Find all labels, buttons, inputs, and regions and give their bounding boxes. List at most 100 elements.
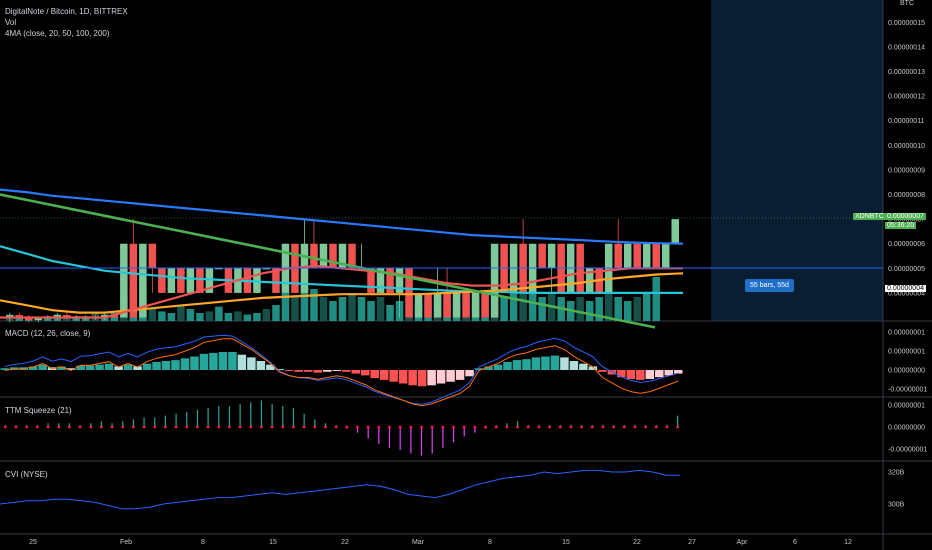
squeeze-dot	[131, 425, 135, 429]
candle-body	[671, 219, 679, 244]
macd-histogram-bar	[398, 370, 408, 384]
squeeze-tick: 0.00000001	[888, 403, 925, 410]
squeeze-legend[interactable]: TTM Squeeze (21)	[5, 406, 72, 415]
volume-bar	[148, 309, 157, 321]
cvi-legend[interactable]: CVI (NYSE)	[5, 470, 48, 479]
squeeze-dot	[292, 425, 295, 429]
squeeze-tick: -0.00000001	[888, 447, 927, 454]
cvi-line	[0, 469, 680, 510]
ma-line-ma200	[0, 188, 684, 245]
macd-histogram-bar	[655, 370, 664, 378]
macd-legend[interactable]: MACD (12, 26, close, 9)	[5, 329, 91, 338]
volume-bar	[205, 311, 214, 321]
macd-histogram-bar	[76, 365, 85, 370]
price-tick: 0.00000012	[888, 94, 925, 101]
volume-bar	[262, 309, 271, 321]
squeeze-dot	[25, 425, 29, 429]
squeeze-dot	[398, 425, 402, 429]
candle-body	[642, 243, 651, 269]
candle-body	[120, 243, 128, 318]
macd-histogram-bar	[598, 370, 607, 372]
squeeze-dot	[270, 425, 274, 429]
volume-bar	[367, 301, 375, 321]
candle-body	[433, 292, 442, 318]
macd-histogram-bar	[417, 370, 427, 387]
volume-bar	[177, 305, 185, 321]
currency-label: BTC	[900, 0, 914, 7]
squeeze-dot	[409, 425, 413, 429]
squeeze-dot	[99, 425, 103, 429]
macd-histogram-bar	[360, 370, 370, 376]
squeeze-dot	[302, 425, 306, 429]
volume-bar	[186, 309, 195, 321]
macd-histogram-bar	[474, 368, 484, 370]
candle-body	[6, 315, 14, 318]
macd-histogram-bar	[294, 370, 304, 372]
cvi-pane	[0, 469, 680, 510]
ma-line-ma100	[0, 245, 683, 294]
candle-body	[538, 243, 546, 269]
squeeze-dot	[665, 425, 669, 429]
volume-bar	[338, 297, 347, 321]
squeeze-dot	[174, 425, 178, 429]
macd-histogram-bar	[636, 370, 645, 380]
volume-bar	[585, 301, 594, 321]
symbol-title: DigitalNote / Bitcoin, 1D, BITTREX	[5, 7, 128, 16]
squeeze-dot	[441, 425, 445, 429]
cvi-tick: 320B	[888, 470, 905, 477]
symbol-tag: XDNBTC	[853, 213, 886, 220]
macd-histogram-bar	[133, 366, 142, 370]
price-tick: 0.00000013	[888, 69, 925, 76]
volume-legend[interactable]: Vol	[5, 18, 17, 27]
macd-tick: 0.00000001	[888, 349, 925, 356]
squeeze-dot	[462, 425, 466, 429]
squeeze-dot	[238, 425, 242, 429]
candle-body	[101, 315, 109, 318]
squeeze-dot	[260, 425, 263, 429]
candle-body	[158, 268, 166, 293]
macd-histogram-bar	[114, 366, 123, 370]
candle-body	[15, 315, 24, 318]
volume-bar	[196, 313, 204, 321]
squeeze-dot	[121, 425, 125, 429]
countdown-tag: 05:36:20	[885, 222, 917, 229]
volume-bar	[519, 285, 527, 321]
squeeze-dot	[313, 425, 317, 429]
squeeze-dot	[196, 425, 199, 429]
candle-body	[329, 243, 337, 269]
squeeze-dot	[473, 425, 477, 429]
ma-legend[interactable]: 4MA (close, 20, 50, 100, 200)	[5, 29, 110, 38]
squeeze-dot	[494, 425, 498, 429]
macd-histogram-bar	[455, 370, 465, 380]
volume-bar	[538, 297, 546, 321]
macd-histogram-bar	[199, 353, 209, 370]
macd-histogram-bar	[304, 370, 313, 372]
price-tick: 0.00000014	[888, 44, 925, 51]
candle-body	[186, 268, 195, 293]
macd-histogram-bar	[522, 359, 531, 370]
measure-region	[711, 0, 883, 321]
macd-histogram-bar	[85, 365, 95, 370]
macd-tick: -0.00000001	[888, 387, 927, 394]
candle-body	[262, 268, 271, 270]
price-tick: 0.00000011	[888, 118, 925, 125]
macd-histogram-bar	[190, 356, 199, 370]
candle-body	[177, 268, 185, 293]
macd-histogram-bar	[569, 361, 579, 370]
macd-histogram-bar	[332, 370, 341, 371]
time-tick: 25	[29, 539, 37, 546]
squeeze-dot	[601, 425, 605, 429]
squeeze-dot	[217, 425, 221, 429]
macd-histogram-bar	[323, 370, 332, 372]
macd-histogram-bar	[607, 370, 617, 375]
volume-bar	[329, 301, 337, 321]
volume-bar	[642, 293, 651, 321]
macd-histogram-bar	[588, 366, 598, 370]
candle-body	[490, 243, 499, 318]
macd-histogram-bar	[351, 370, 360, 374]
time-tick: 6	[793, 539, 797, 546]
candle-body	[623, 243, 632, 269]
macd-histogram-bar	[664, 370, 674, 376]
volume-bar	[576, 297, 584, 321]
